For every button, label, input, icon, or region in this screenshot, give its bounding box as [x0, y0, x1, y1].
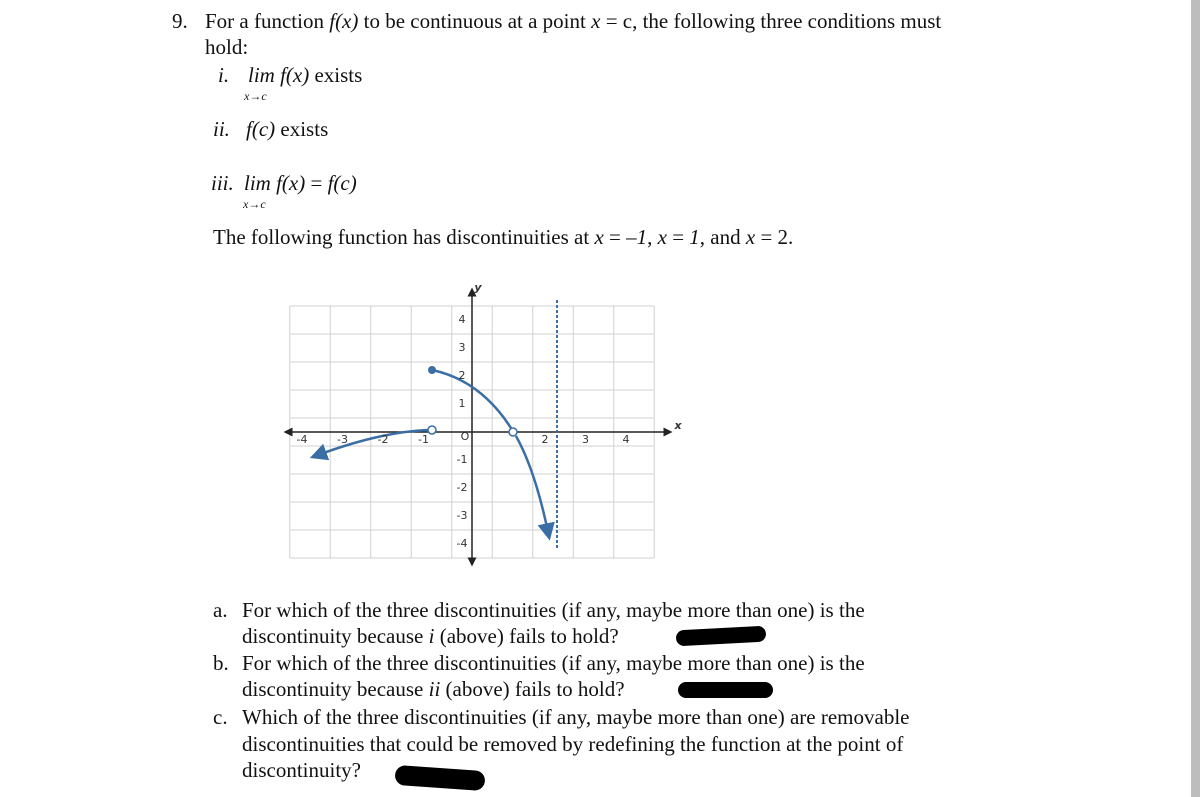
axis-label: y: [474, 281, 482, 294]
y-tick-label: -1: [457, 453, 468, 466]
text-run: Which of the three discontinuities (if a…: [242, 705, 910, 729]
subscript: x→c: [244, 89, 267, 103]
subscript: x→c: [243, 197, 266, 211]
curve: [514, 435, 555, 541]
text-run: discontinuity?: [242, 758, 361, 782]
origin-label: O: [461, 430, 470, 443]
part-label: b.: [213, 651, 229, 675]
text-run: For which of the three discontinuities (…: [242, 651, 865, 675]
text-run: f(x): [329, 9, 359, 33]
redaction: [675, 625, 767, 647]
text-run: = c, the following three conditions must: [600, 9, 942, 33]
part-label: c.: [213, 705, 228, 729]
text-run: lim f(x): [248, 63, 310, 87]
text-line: discontinuity because ii (above) fails t…: [242, 677, 625, 702]
text-run: 1: [689, 225, 700, 249]
curve: [431, 368, 513, 429]
open-point: [508, 427, 518, 437]
text-run: x: [745, 225, 756, 249]
y-tick-label: -2: [457, 481, 468, 494]
y-tick-label: 1: [459, 397, 466, 410]
text-run: f(c): [327, 171, 357, 195]
text-run: (above) fails to hold?: [440, 677, 625, 701]
text-run: x: [594, 225, 604, 249]
text-run: ,: [647, 225, 658, 249]
text-run: 1: [636, 225, 648, 249]
part-label: a.: [213, 598, 228, 622]
text-line: Which of the three discontinuities (if a…: [242, 705, 909, 730]
y-tick-label: 3: [459, 341, 466, 354]
condition-label: iii.: [211, 171, 234, 195]
x-tick-label: 2: [542, 433, 549, 446]
text-run: = 2.: [755, 225, 794, 249]
x-tick-label: -3: [337, 433, 348, 446]
redaction: [394, 764, 486, 792]
text-run: x: [591, 9, 601, 33]
axis-label: x: [673, 419, 682, 432]
text-run: discontinuity because: [242, 677, 429, 701]
statement: The following function has discontinuiti…: [213, 225, 793, 250]
text-run: The following function has discontinuiti…: [213, 225, 595, 249]
x-tick-label: 4: [623, 433, 630, 446]
x-tick-label: 3: [582, 433, 589, 446]
condition: lim f(x) = f(c): [244, 171, 357, 196]
open-point: [427, 425, 437, 435]
text-run: For which of the three discontinuities (…: [242, 598, 865, 622]
text-run: i: [428, 624, 435, 648]
text-run: (above) fails to hold?: [434, 624, 619, 648]
text-line: hold:: [205, 35, 248, 60]
x-tick-label: -4: [297, 433, 308, 446]
text-run: to be continuous at a point: [358, 9, 592, 33]
condition: f(c) exists: [246, 117, 328, 142]
text-run: hold:: [205, 35, 249, 59]
text-line: For a function f(x) to be continuous at …: [205, 9, 941, 34]
text-line: For which of the three discontinuities (…: [242, 598, 865, 623]
curve: [309, 428, 429, 461]
question-number: 9.: [172, 9, 188, 33]
condition-label: i.: [218, 63, 230, 87]
y-tick-label: 2: [459, 369, 466, 382]
condition-label: ii.: [213, 117, 230, 141]
text-run: discontinuities that could be removed by…: [242, 732, 904, 756]
condition: lim f(x) exists: [248, 63, 362, 88]
text-line: For which of the three discontinuities (…: [242, 651, 865, 676]
scrollbar: [1191, 0, 1200, 797]
text-run: exists: [309, 63, 363, 87]
text-run: =: [305, 171, 328, 195]
y-tick-label: -4: [457, 537, 468, 550]
text-run: For a function: [205, 9, 330, 33]
text-run: = –: [603, 225, 637, 249]
text-line: discontinuity?: [242, 758, 361, 783]
text-run: exists: [275, 117, 329, 141]
text-line: discontinuities that could be removed by…: [242, 732, 903, 757]
x-tick-label: -1: [418, 433, 429, 446]
text-run: discontinuity because: [242, 624, 429, 648]
redaction: [678, 682, 773, 698]
text-run: ii: [428, 677, 441, 701]
text-run: lim f(x): [244, 171, 306, 195]
y-tick-label: -3: [457, 509, 468, 522]
text-line: discontinuity because i (above) fails to…: [242, 624, 619, 649]
text-run: x: [657, 225, 667, 249]
text-run: , and: [699, 225, 746, 249]
function-graph: y x O -4 -3 -2 -1 2 3 4 4 3 2 1 -1 -2 -3 -4: [283, 281, 682, 567]
text-run: f(c): [246, 117, 276, 141]
x-tick-label: -2: [378, 433, 389, 446]
text-run: =: [666, 225, 690, 249]
y-tick-label: 4: [459, 313, 466, 326]
